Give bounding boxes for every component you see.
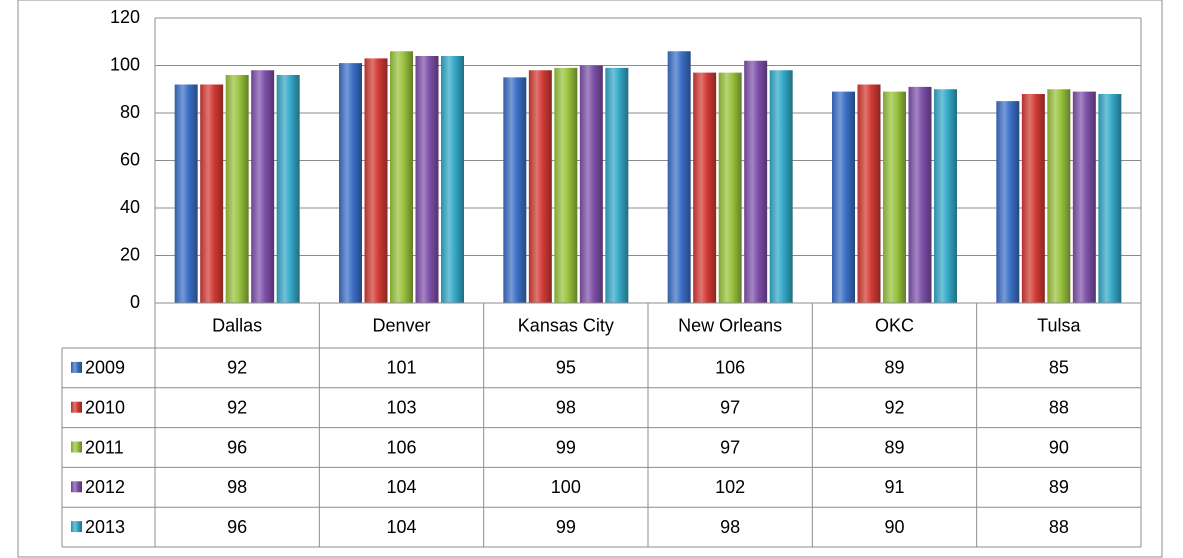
- table-value: 95: [556, 358, 576, 378]
- bar: [364, 58, 388, 303]
- legend-swatch: [71, 441, 82, 453]
- table-value: 88: [1049, 397, 1069, 417]
- legend-label: 2013: [85, 517, 125, 537]
- bar: [251, 70, 275, 303]
- x-tick-label: Dallas: [212, 315, 262, 335]
- bar: [339, 63, 362, 303]
- table-value: 99: [556, 437, 576, 457]
- table-value: 97: [720, 437, 740, 457]
- bar: [934, 89, 957, 303]
- bar: [1021, 94, 1045, 303]
- bar: [883, 91, 906, 303]
- table-value: 99: [556, 517, 576, 537]
- table-value: 89: [1049, 477, 1069, 497]
- bar: [174, 84, 198, 303]
- table-value: 96: [227, 437, 247, 457]
- bar: [996, 101, 1020, 303]
- bar: [200, 84, 224, 303]
- bar: [693, 72, 717, 303]
- bar: [1072, 91, 1096, 303]
- table-value: 103: [386, 397, 416, 417]
- table-value: 90: [884, 517, 904, 537]
- table-value: 96: [227, 517, 247, 537]
- legend-swatch: [71, 521, 82, 533]
- bar: [554, 67, 578, 303]
- bar: [744, 60, 768, 303]
- legend-label: 2011: [85, 437, 124, 457]
- table-value: 88: [1049, 517, 1069, 537]
- bar: [667, 51, 691, 303]
- bar: [605, 67, 629, 303]
- table-value: 89: [884, 358, 904, 378]
- y-tick-label: 20: [120, 244, 140, 264]
- table-value: 89: [884, 437, 904, 457]
- table-value: 91: [884, 477, 904, 497]
- bar: [857, 84, 881, 303]
- bar: [528, 70, 552, 303]
- y-tick-label: 80: [120, 102, 140, 122]
- y-tick-label: 120: [110, 7, 140, 27]
- bar: [908, 86, 932, 303]
- table-value: 100: [551, 477, 581, 497]
- bar: [579, 65, 603, 303]
- table-value: 102: [715, 477, 745, 497]
- table-value: 98: [556, 397, 576, 417]
- bar: [832, 91, 855, 303]
- y-tick-label: 100: [110, 54, 140, 74]
- table-value: 92: [227, 397, 247, 417]
- legend-swatch: [71, 481, 82, 493]
- table-value: 90: [1049, 437, 1069, 457]
- bar: [1098, 94, 1122, 303]
- bar: [415, 56, 439, 303]
- table-value: 98: [720, 517, 740, 537]
- table-value: 85: [1049, 358, 1069, 378]
- table-value: 92: [227, 358, 247, 378]
- bar: [390, 51, 413, 303]
- bar: [441, 56, 464, 303]
- table-value: 97: [720, 397, 740, 417]
- y-tick-label: 60: [120, 149, 140, 169]
- legend-label: 2010: [85, 397, 125, 417]
- x-tick-label: New Orleans: [678, 315, 782, 335]
- table-value: 101: [386, 358, 416, 378]
- chart-frame: [17, 0, 1163, 558]
- bar: [718, 72, 742, 303]
- legend-label: 2012: [85, 477, 125, 497]
- table-value: 106: [715, 358, 745, 378]
- y-tick-label: 0: [130, 292, 140, 312]
- legend-swatch: [71, 401, 82, 413]
- x-tick-label: OKC: [875, 315, 914, 335]
- bar: [225, 75, 249, 303]
- table-value: 106: [386, 437, 416, 457]
- bar: [503, 77, 527, 303]
- table-value: 98: [227, 477, 247, 497]
- table-value: 92: [884, 397, 904, 417]
- table-value: 104: [386, 477, 416, 497]
- bar: [1047, 89, 1071, 303]
- legend-swatch: [71, 361, 82, 373]
- table-value: 104: [386, 517, 416, 537]
- legend-label: 2009: [85, 358, 125, 378]
- x-tick-label: Kansas City: [518, 315, 614, 335]
- bar: [769, 70, 793, 303]
- x-tick-label: Denver: [372, 315, 430, 335]
- bar: [276, 75, 300, 303]
- y-tick-label: 40: [120, 197, 140, 217]
- x-tick-label: Tulsa: [1037, 315, 1081, 335]
